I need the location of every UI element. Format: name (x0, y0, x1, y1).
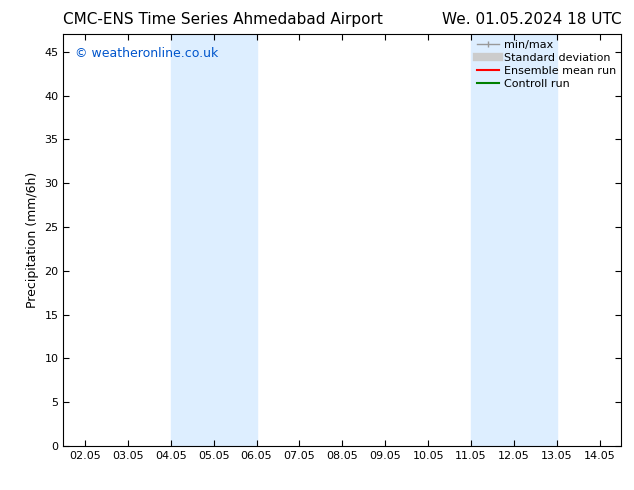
Y-axis label: Precipitation (mm/6h): Precipitation (mm/6h) (26, 172, 39, 308)
Bar (471, 34, 557, 446)
Text: CMC-ENS Time Series Ahmedabad Airport: CMC-ENS Time Series Ahmedabad Airport (63, 12, 384, 27)
Text: © weatheronline.co.uk: © weatheronline.co.uk (75, 47, 218, 60)
Legend: min/max, Standard deviation, Ensemble mean run, Controll run: min/max, Standard deviation, Ensemble me… (475, 38, 618, 91)
Bar (171, 34, 257, 446)
Text: We. 01.05.2024 18 UTC: We. 01.05.2024 18 UTC (442, 12, 621, 27)
